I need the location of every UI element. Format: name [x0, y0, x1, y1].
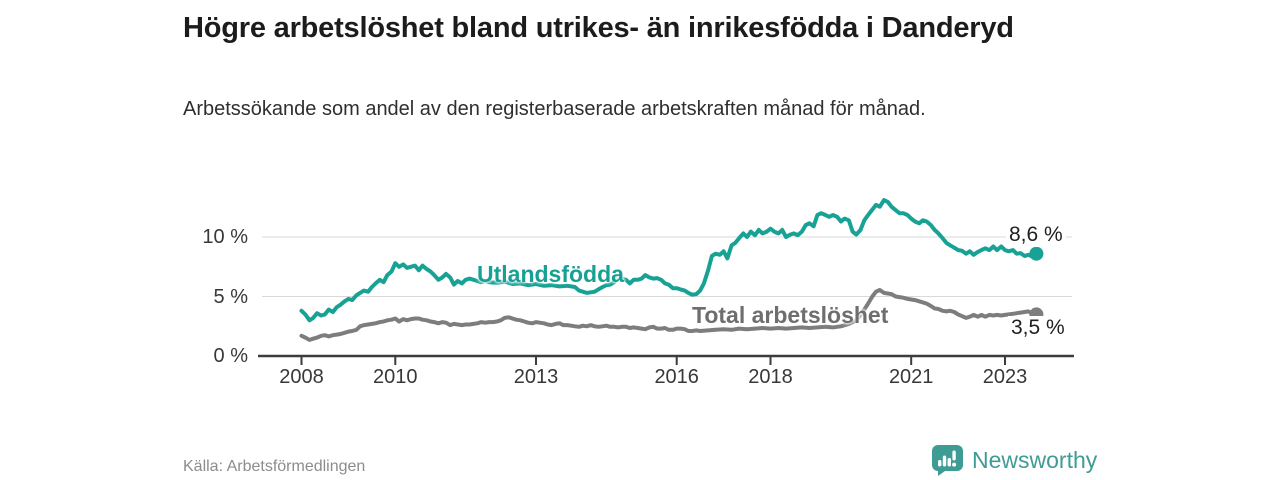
x-axis-tick-label-2023: 2023 — [982, 366, 1028, 388]
end-value-label-utlandsfodda: 8,6 % — [1006, 223, 1066, 247]
page-title: Högre arbetslöshet bland utrikes- än inr… — [183, 12, 1014, 44]
y-axis-tick-label-0: 0 % — [213, 345, 248, 367]
x-axis-tick-label-2021: 2021 — [888, 366, 934, 388]
page-subtitle: Arbetssökande som andel av den registerb… — [183, 98, 926, 120]
series-label-utlandsfodda: Utlandsfödda — [477, 261, 624, 287]
x-axis-tick-label-2013: 2013 — [513, 366, 559, 388]
x-axis-tick-label-2016: 2016 — [654, 366, 699, 388]
series-line-1 — [299, 288, 1039, 342]
series-label-total-arbetsloshet: Total arbetslöshet — [692, 302, 889, 328]
newsworthy-logo-icon — [930, 444, 964, 476]
y-axis-tick-label-5: 5 % — [213, 285, 248, 308]
series-line-0 — [299, 198, 1039, 323]
newsworthy-brand-name: Newsworthy — [972, 447, 1098, 473]
x-axis-tick-label-2018: 2018 — [748, 366, 793, 388]
x-axis-tick-label-2008: 2008 — [279, 366, 324, 388]
series-end-dot-0 — [1029, 246, 1044, 261]
y-axis-tick-label-10: 10 % — [202, 226, 248, 248]
source-attribution: Källa: Arbetsförmedlingen — [183, 458, 366, 475]
end-value-label-total: 3,5 % — [1008, 316, 1068, 340]
newsworthy-brand-link[interactable]: Newsworthy — [930, 444, 1097, 476]
x-axis-tick-label-2010: 2010 — [373, 366, 418, 388]
